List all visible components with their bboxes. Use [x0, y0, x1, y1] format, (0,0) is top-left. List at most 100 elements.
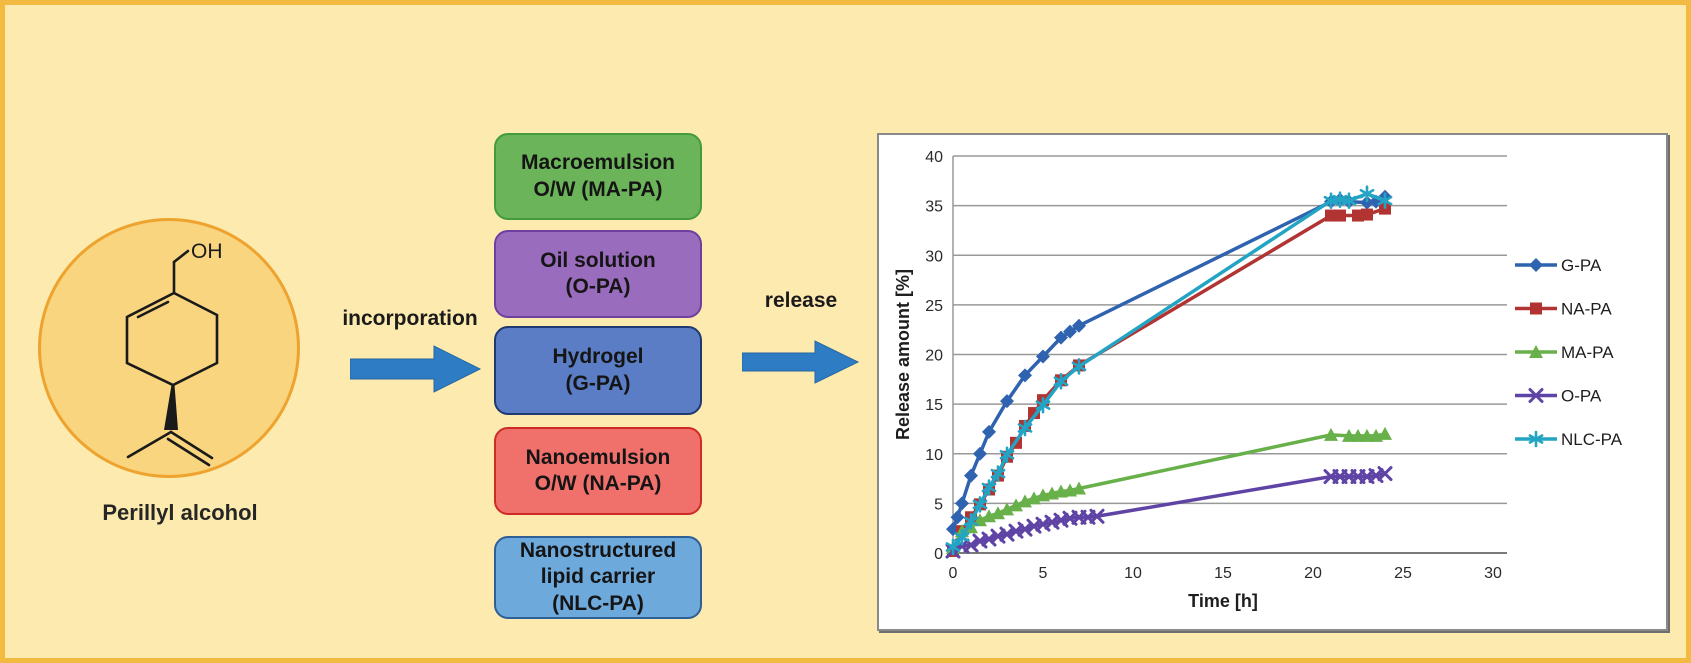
release-arrow-icon	[742, 340, 860, 384]
marker-asterisk	[972, 496, 988, 513]
marker-square	[1361, 208, 1373, 221]
x-axis-title: Time [h]	[1188, 591, 1258, 611]
marker-asterisk	[1528, 430, 1544, 448]
box-line: O/W (MA-PA)	[533, 177, 663, 201]
vinyl-bond	[169, 430, 214, 460]
marker-asterisk	[981, 479, 997, 496]
marker-diamond	[950, 510, 965, 525]
marker-asterisk	[1035, 396, 1051, 414]
methyl-bond	[126, 430, 173, 459]
marker-diamond	[1036, 349, 1050, 364]
marker-asterisk	[1359, 185, 1375, 203]
box-line: Oil solution	[540, 248, 656, 272]
marker-diamond	[964, 468, 978, 483]
molecule-caption: Perillyl alcohol	[102, 500, 258, 525]
marker-asterisk	[990, 465, 1006, 482]
y-tick-label: 25	[925, 298, 943, 315]
marker-diamond	[1063, 324, 1077, 339]
marker-triangle	[1072, 481, 1086, 495]
y-tick-label: 10	[925, 447, 943, 464]
marker-x	[1089, 508, 1105, 524]
release-label: release	[764, 289, 838, 312]
marker-asterisk	[999, 446, 1015, 464]
marker-diamond	[982, 424, 996, 439]
y-tick-label: 30	[925, 248, 943, 265]
marker-x	[1528, 388, 1544, 403]
formulation-box-o-pa: Oil solution (O-PA)	[494, 230, 702, 318]
x-tick-label: 10	[1124, 565, 1142, 582]
box-line: (NLC-PA)	[552, 591, 644, 615]
oh-bond	[172, 249, 190, 264]
marker-diamond	[973, 446, 987, 461]
box-line: Hydrogel	[552, 345, 644, 369]
release-chart: 0 5 10 15 20 25 30 35 40 0 5 10 15 20 25 30 Time [h] Rele…	[893, 149, 1623, 611]
box-line: (G-PA)	[565, 371, 631, 395]
marker-asterisk	[1017, 419, 1033, 437]
marker-diamond	[1072, 318, 1086, 333]
formulation-box-ma-pa: Macroemulsion O/W (MA-PA)	[494, 133, 702, 220]
legend-label-NLC-PA: NLC-PA	[1561, 430, 1623, 449]
x-tick-label: 20	[1304, 565, 1322, 582]
marker-square	[1530, 302, 1542, 315]
wedge-bond	[164, 385, 178, 430]
y-tick-label: 5	[934, 496, 943, 513]
marker-triangle	[1009, 498, 1023, 512]
box-line: Macroemulsion	[520, 151, 676, 175]
ring-double-bond	[136, 300, 170, 319]
marker-asterisk	[963, 512, 979, 530]
box-line: Nanostructured	[519, 539, 677, 563]
legend-label-MA-PA: MA-PA	[1561, 343, 1614, 362]
y-tick-label: 35	[925, 199, 943, 216]
marker-x	[1377, 466, 1393, 482]
marker-diamond	[1000, 394, 1014, 409]
series-line-NLC-PA	[951, 191, 1387, 549]
perillyl-alcohol-structure: OH	[125, 240, 223, 467]
x-tick-label: 5	[1039, 565, 1048, 582]
marker-triangle	[1000, 502, 1014, 516]
incorporation-arrow-icon	[350, 345, 482, 393]
formulation-box-na-pa: Nanoemulsion O/W (NA-PA)	[494, 427, 702, 515]
molecule-circle	[38, 218, 300, 478]
marker-asterisk	[1071, 358, 1087, 375]
x-tick-label: 25	[1394, 565, 1412, 582]
marker-diamond	[1360, 195, 1374, 210]
marker-triangle	[1360, 428, 1374, 442]
marker-diamond	[1018, 368, 1032, 383]
y-axis-title: Release amount [%]	[893, 269, 913, 440]
marker-triangle	[1342, 428, 1356, 442]
x-tick-label: 30	[1484, 565, 1502, 582]
release-chart-card: 0 5 10 15 20 25 30 35 40 0 5 10 15 20 25 30 Time [h] Rele…	[877, 133, 1668, 631]
x-tick-label: 15	[1214, 565, 1232, 582]
marker-triangle	[1351, 428, 1365, 442]
hydroxyl-label: OH	[191, 240, 223, 263]
marker-triangle	[1378, 426, 1392, 440]
formulation-box-g-pa: Hydrogel (G-PA)	[494, 326, 702, 415]
marker-asterisk	[945, 538, 961, 556]
legend-label-NA-PA: NA-PA	[1561, 300, 1612, 319]
box-line: lipid carrier	[540, 565, 656, 589]
incorporation-label: incorporation	[342, 307, 478, 330]
marker-triangle	[991, 506, 1005, 520]
y-tick-label: 40	[925, 149, 943, 166]
marker-diamond	[1529, 258, 1543, 272]
marker-triangle	[1324, 427, 1338, 441]
marker-asterisk	[1341, 192, 1357, 209]
y-tick-label: 0	[934, 546, 943, 563]
marker-diamond	[955, 496, 969, 511]
y-tick-label: 20	[925, 348, 943, 365]
ring-bond	[125, 291, 219, 387]
legend-label-O-PA: O-PA	[1561, 387, 1602, 406]
marker-asterisk	[1053, 372, 1069, 390]
series-line-O-PA	[951, 471, 1387, 553]
marker-diamond	[1054, 330, 1068, 345]
box-line: Nanoemulsion	[525, 445, 671, 469]
marker-asterisk	[954, 528, 970, 546]
box-line: (O-PA)	[565, 275, 631, 298]
box-line: O/W (NA-PA)	[534, 472, 662, 495]
legend-label-G-PA: G-PA	[1561, 256, 1602, 275]
formulation-box-nlc-pa: Nanostructured lipid carrier (NLC-PA)	[494, 536, 702, 619]
marker-square	[1334, 209, 1346, 222]
marker-triangle	[1529, 345, 1543, 358]
marker-asterisk	[1377, 192, 1393, 209]
